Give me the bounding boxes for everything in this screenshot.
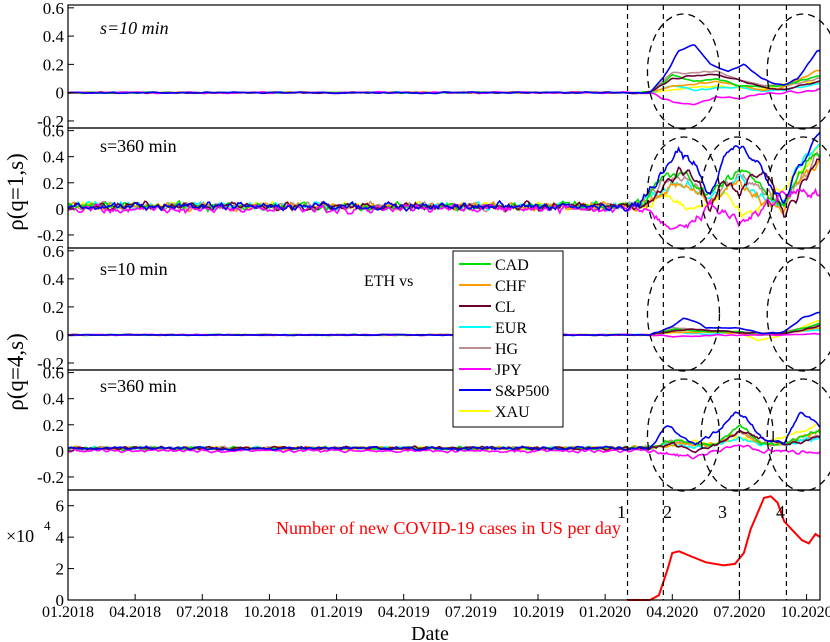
ytick-label-covid-2: 4 — [56, 528, 65, 547]
ytick-label-p1-2: 0.2 — [43, 55, 64, 74]
decor-layer — [646, 13, 830, 492]
legend-label-CAD: CAD — [495, 257, 529, 274]
xtick-label-1: 04.2018 — [109, 604, 161, 621]
panel-label-2: s=360 min — [100, 136, 177, 156]
highlight-ellipse-6 — [646, 256, 721, 372]
ytick-label-covid-1: 2 — [56, 560, 65, 579]
legend-label-HG: HG — [495, 341, 519, 358]
xtick-label-11: 10.2020 — [781, 604, 830, 621]
panel-label-1: s=10 min — [100, 18, 169, 38]
xtick-label-7: 10.2019 — [512, 604, 564, 621]
ytick-label-p3-2: 0.2 — [43, 298, 64, 317]
xtick-label-10: 07.2020 — [713, 604, 765, 621]
panel-label-3: s=10 min — [100, 259, 168, 279]
series-SP500-p2 — [67, 131, 821, 213]
ytick-label-p1-4: 0.6 — [43, 0, 64, 18]
x-axis-label: Date — [411, 623, 449, 642]
panel-frame-3 — [67, 247, 821, 371]
panel-1-series — [67, 44, 821, 106]
frame-layer — [67, 4, 821, 601]
series-CL-p1 — [67, 73, 821, 95]
covid-y-multiplier-text: ×10 — [6, 526, 34, 546]
ytick-label-p3-1: 0 — [56, 326, 65, 345]
ytick-label-p4-1: 0 — [56, 442, 65, 461]
ytick-label-p4-0: -0.2 — [37, 468, 64, 487]
highlight-ellipse-2 — [766, 13, 830, 130]
covid-y-exponent: 4 — [44, 518, 51, 533]
highlight-ellipse-1 — [646, 13, 721, 130]
ytick-label-p4-3: 0.4 — [43, 390, 65, 409]
series-SP500-p1 — [67, 44, 821, 95]
ytick-label-p1-0: -0.2 — [37, 112, 64, 131]
ylabel-top: ρ(q=1,s) — [3, 153, 28, 230]
legend-label-CL: CL — [495, 299, 515, 316]
ytick-label-p2-0: -0.2 — [37, 226, 64, 245]
panel-4-series — [67, 411, 821, 460]
period-label-3: 3 — [718, 502, 727, 522]
legend-label-XAU: XAU — [495, 404, 530, 421]
panel-frame-5 — [67, 489, 821, 601]
ytick-label-p3-4: 0.6 — [43, 242, 64, 261]
covid-y-multiplier: ×10 4 — [6, 518, 51, 546]
panel-frame-1 — [67, 4, 821, 129]
xtick-label-8: 01.2020 — [579, 604, 631, 621]
xtick-label-5: 04.2019 — [378, 604, 430, 621]
ytick-label-p3-3: 0.4 — [43, 270, 65, 289]
period-label-4: 4 — [776, 502, 785, 522]
highlight-ellipse-9 — [700, 378, 774, 492]
series-SP500-p4 — [67, 411, 821, 452]
ytick-label-p1-1: 0 — [56, 84, 65, 103]
ytick-label-p2-3: 0.4 — [43, 148, 65, 167]
panel-frame-4 — [67, 369, 821, 491]
highlight-ellipse-4 — [700, 136, 774, 250]
highlight-ellipse-7 — [766, 256, 830, 372]
legend-label-SP500: S&P500 — [495, 383, 549, 400]
series-JPY-p2 — [67, 187, 821, 230]
legend: CAD CHF CL EUR HG JPY S&P500 XAU — [452, 250, 564, 428]
ytick-label-covid-0: 0 — [56, 591, 65, 610]
period-lines — [626, 5, 788, 600]
panel-3-series — [67, 311, 821, 342]
series-JPY-p1 — [67, 87, 821, 106]
series-CAD-p1 — [67, 73, 820, 95]
xtick-label-9: 04.2020 — [646, 604, 698, 621]
highlight-ellipse-3 — [646, 136, 721, 250]
ticks: -0.200.20.40.6-0.200.20.40.6-0.200.20.40… — [37, 0, 830, 621]
highlight-ellipse-8 — [646, 378, 721, 492]
xtick-label-3: 10.2018 — [243, 604, 295, 621]
legend-box — [452, 250, 564, 428]
series-SP500-p3 — [67, 311, 821, 337]
legend-title: ETH vs — [364, 273, 413, 290]
highlight-ellipse-10 — [766, 378, 830, 492]
xtick-label-2: 07.2018 — [176, 604, 228, 621]
legend-label-EUR: EUR — [495, 320, 527, 337]
legend-label-CHF: CHF — [495, 278, 526, 295]
xtick-label-6: 07.2019 — [445, 604, 497, 621]
ytick-label-p1-3: 0.4 — [43, 27, 65, 46]
panel-label-4: s=360 min — [100, 376, 177, 396]
period-label-1: 1 — [617, 502, 626, 522]
ytick-label-covid-3: 6 — [56, 497, 65, 516]
xtick-label-4: 01.2019 — [311, 604, 363, 621]
ylabel-bottom: ρ(q=4,s) — [3, 333, 28, 410]
ytick-label-p2-1: 0 — [56, 200, 65, 219]
period-label-2: 2 — [663, 502, 672, 522]
ytick-label-p4-4: 0.6 — [43, 364, 64, 383]
legend-label-JPY: JPY — [495, 362, 522, 379]
panel-frame-2 — [67, 127, 821, 249]
series-layer — [67, 44, 821, 601]
ytick-label-p3-0: -0.2 — [37, 354, 64, 373]
ytick-label-p2-2: 0.2 — [43, 174, 64, 193]
ytick-label-p2-4: 0.6 — [43, 122, 64, 141]
panel-2-series — [67, 131, 821, 230]
covid-title: Number of new COVID-19 cases in US per d… — [276, 518, 621, 538]
series-JPY-p4 — [67, 444, 821, 460]
highlight-ellipse-5 — [766, 136, 830, 250]
covid-series — [627, 495, 821, 601]
xtick-label-0: 01.2018 — [42, 604, 94, 621]
ytick-label-p4-2: 0.2 — [43, 416, 64, 435]
